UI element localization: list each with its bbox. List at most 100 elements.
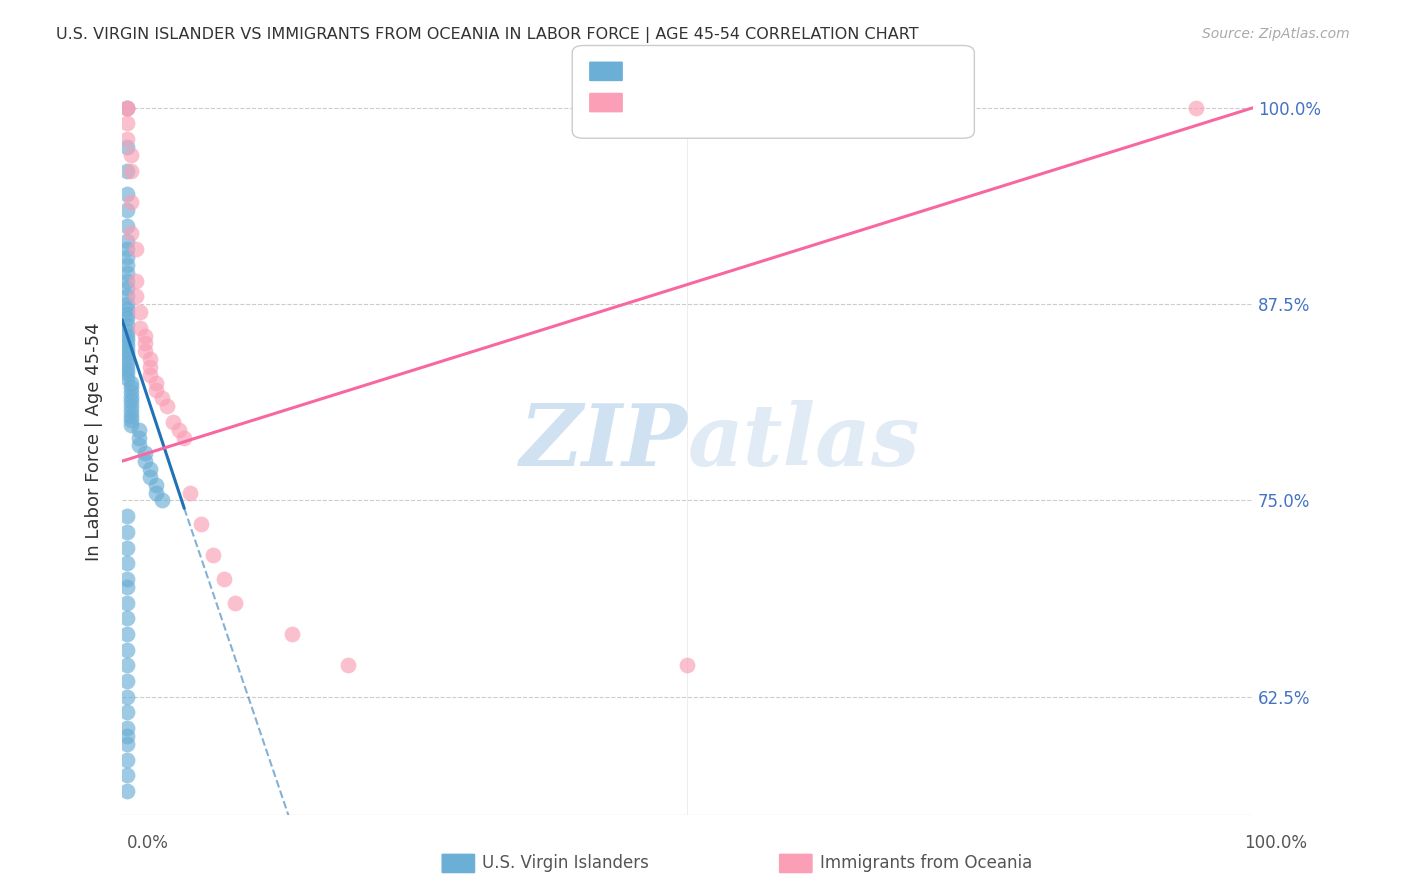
Point xyxy=(115,572,138,586)
Point xyxy=(128,423,150,437)
Point xyxy=(115,250,138,264)
Point xyxy=(134,446,156,460)
Point xyxy=(145,477,167,491)
Point xyxy=(134,328,156,343)
Point xyxy=(120,148,142,162)
Point xyxy=(115,311,138,326)
Point xyxy=(134,344,156,359)
Point xyxy=(134,454,156,468)
Point xyxy=(115,737,138,751)
Point xyxy=(129,320,152,334)
Text: 0.0%: 0.0% xyxy=(127,834,169,852)
Point xyxy=(115,343,138,357)
Point xyxy=(115,219,138,233)
Point xyxy=(115,690,138,704)
Point xyxy=(280,627,302,641)
Point xyxy=(115,163,138,178)
Point xyxy=(145,485,167,500)
Point xyxy=(173,431,195,445)
Point xyxy=(115,366,138,380)
Point xyxy=(115,371,138,385)
Point xyxy=(201,549,224,563)
Point xyxy=(115,274,138,288)
Point xyxy=(139,359,162,374)
Point xyxy=(115,297,138,311)
Point xyxy=(120,227,142,241)
Point xyxy=(120,418,142,433)
Point xyxy=(120,163,142,178)
Point xyxy=(115,338,138,352)
Point xyxy=(115,140,138,154)
Text: U.S. Virgin Islanders: U.S. Virgin Islanders xyxy=(482,855,650,872)
Point xyxy=(115,768,138,782)
Point xyxy=(129,305,152,319)
Point xyxy=(115,352,138,367)
Point xyxy=(150,392,173,406)
Point xyxy=(224,595,246,609)
Point xyxy=(115,202,138,217)
Text: 35: 35 xyxy=(827,94,852,112)
Point xyxy=(115,235,138,249)
Point xyxy=(115,324,138,338)
Text: -0.213: -0.213 xyxy=(686,62,751,80)
Point xyxy=(115,658,138,673)
Point xyxy=(120,376,142,390)
Text: N =: N = xyxy=(780,94,820,112)
Point xyxy=(115,753,138,767)
Point xyxy=(115,306,138,320)
Point xyxy=(115,524,138,539)
Text: atlas: atlas xyxy=(688,400,920,483)
Point xyxy=(120,390,142,404)
Point xyxy=(124,289,146,303)
Point xyxy=(115,242,138,256)
Point xyxy=(115,357,138,371)
Point xyxy=(120,404,142,418)
Point xyxy=(115,595,138,609)
Point xyxy=(115,101,138,115)
Point xyxy=(212,572,235,586)
Point xyxy=(150,493,173,508)
Y-axis label: In Labor Force | Age 45-54: In Labor Force | Age 45-54 xyxy=(86,322,103,561)
Point xyxy=(115,721,138,735)
Point xyxy=(115,580,138,594)
Point xyxy=(145,384,167,398)
Point xyxy=(115,289,138,303)
Point xyxy=(676,658,699,673)
Point xyxy=(162,415,184,429)
Text: 100.0%: 100.0% xyxy=(1244,834,1308,852)
Point xyxy=(115,101,138,115)
Point xyxy=(134,336,156,351)
Point xyxy=(128,438,150,452)
Point xyxy=(115,642,138,657)
Point xyxy=(115,132,138,146)
Point xyxy=(120,394,142,409)
Point xyxy=(115,556,138,570)
Point xyxy=(1185,101,1208,115)
Point xyxy=(124,242,146,256)
Text: 70: 70 xyxy=(827,62,852,80)
Text: Immigrants from Oceania: Immigrants from Oceania xyxy=(820,855,1032,872)
Point xyxy=(120,413,142,427)
Point xyxy=(120,380,142,394)
Point xyxy=(115,333,138,347)
Point xyxy=(115,318,138,332)
Point xyxy=(115,328,138,343)
Point xyxy=(115,784,138,798)
Point xyxy=(115,674,138,689)
Point xyxy=(156,399,179,413)
Point xyxy=(115,611,138,625)
Text: R =: R = xyxy=(633,62,672,80)
Point xyxy=(139,462,162,476)
Point xyxy=(128,431,150,445)
Point xyxy=(115,729,138,743)
Point xyxy=(167,423,190,437)
Text: N =: N = xyxy=(780,62,820,80)
Point xyxy=(179,485,201,500)
Point xyxy=(115,187,138,202)
Point xyxy=(115,509,138,524)
Text: ZIP: ZIP xyxy=(520,400,688,483)
Text: R =: R = xyxy=(633,94,672,112)
Point xyxy=(115,361,138,376)
Point xyxy=(145,376,167,390)
Text: 0.317: 0.317 xyxy=(686,94,749,112)
